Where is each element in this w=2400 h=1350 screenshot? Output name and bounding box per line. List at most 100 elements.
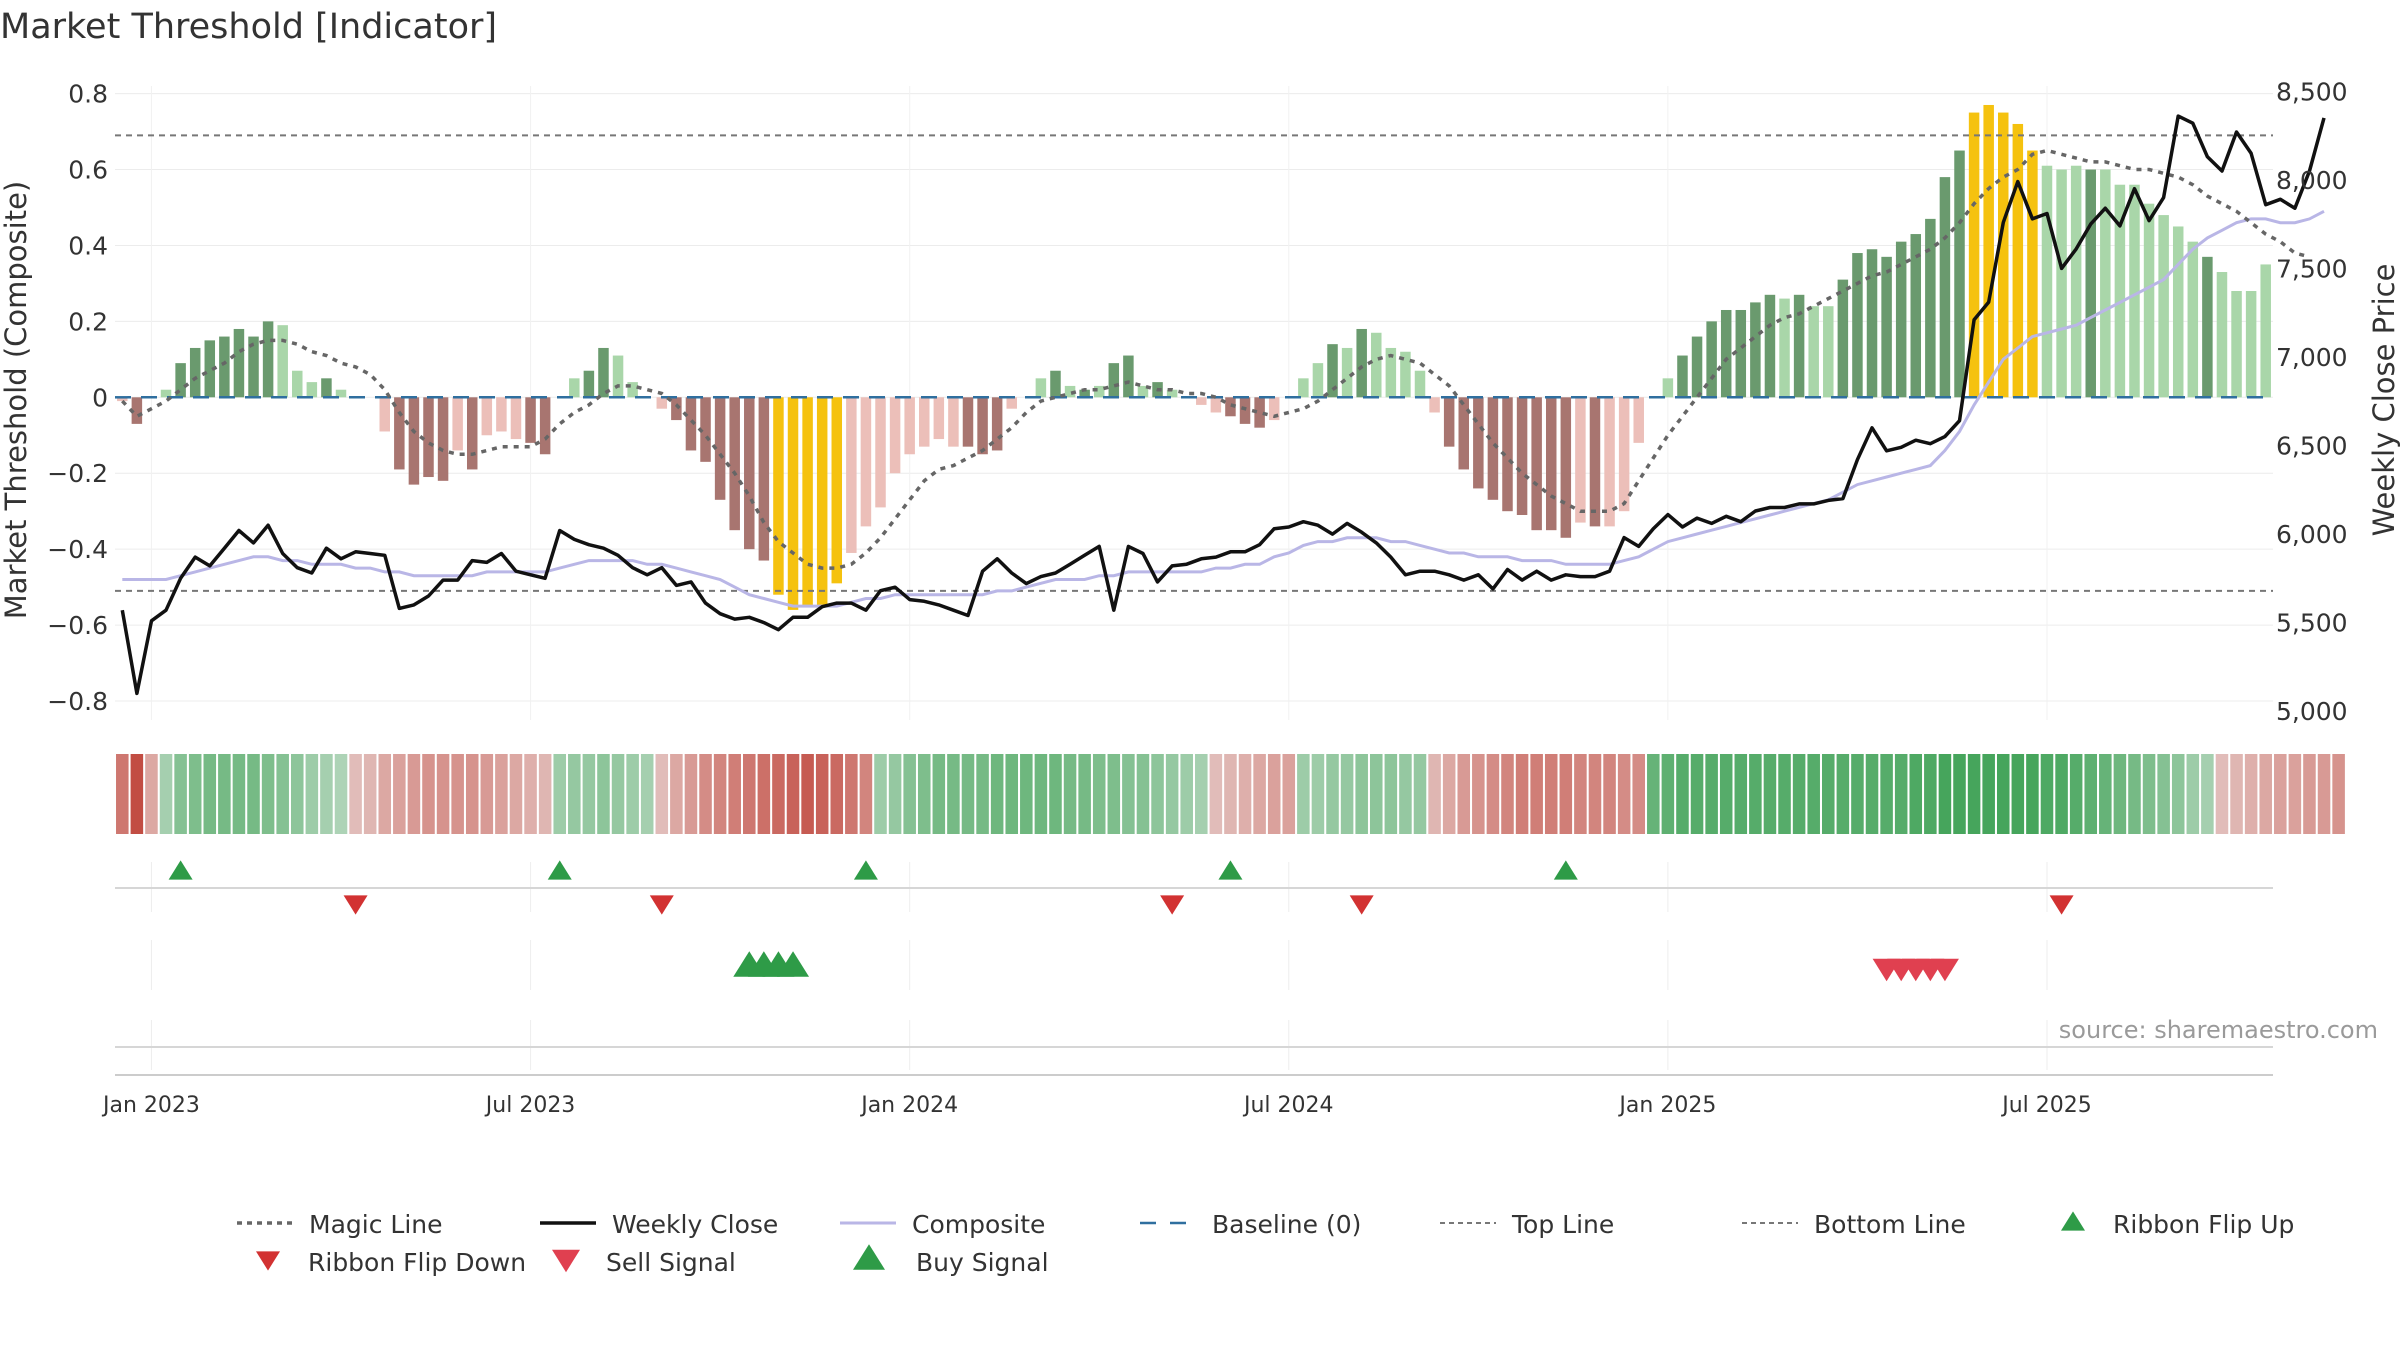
composite-bar bbox=[1371, 332, 1382, 398]
composite-bar bbox=[452, 397, 463, 451]
composite-bar bbox=[1093, 385, 1105, 398]
ribbon-cell bbox=[1792, 754, 1806, 834]
ribbon-cell bbox=[159, 754, 173, 834]
ribbon-cell bbox=[932, 754, 946, 834]
composite-bar bbox=[321, 378, 332, 398]
ribbon-cell bbox=[947, 754, 960, 834]
ribbon-cell bbox=[1311, 754, 1325, 834]
composite-bar bbox=[1400, 351, 1411, 398]
ribbon-cell bbox=[393, 754, 406, 834]
legend-label: Magic Line bbox=[309, 1210, 443, 1239]
right-tick-label: 6,500 bbox=[2276, 432, 2348, 461]
composite-bar bbox=[1166, 389, 1178, 398]
composite-bar bbox=[758, 397, 770, 561]
composite-bar bbox=[2114, 184, 2126, 398]
ribbon-cell bbox=[1297, 754, 1310, 834]
x-tick-label: Jul 2023 bbox=[484, 1093, 576, 1118]
ribbon-cell bbox=[320, 754, 333, 834]
ribbon-cell bbox=[1924, 754, 1937, 834]
left-tick-label: −0.6 bbox=[47, 611, 108, 640]
composite-bar bbox=[2085, 169, 2096, 398]
composite-bar bbox=[1779, 298, 1790, 398]
composite-bar bbox=[2041, 165, 2053, 398]
composite-bar bbox=[977, 397, 988, 455]
ribbon-cell bbox=[465, 754, 479, 834]
composite-bar bbox=[598, 347, 609, 398]
source-note: source: sharemaestro.com bbox=[2059, 1016, 2378, 1044]
ribbon-cell bbox=[961, 754, 975, 834]
ribbon-cell bbox=[232, 754, 246, 834]
magic-line bbox=[121, 148, 2310, 570]
ribbon-cell bbox=[2040, 754, 2054, 834]
legend-label: Weekly Close bbox=[612, 1210, 778, 1239]
composite-bar bbox=[1793, 294, 1805, 398]
ribbon-cell bbox=[1909, 754, 1923, 834]
composite-bar bbox=[1633, 397, 1644, 443]
ribbon-cell bbox=[1807, 754, 1820, 834]
composite-bar bbox=[729, 397, 740, 531]
composite-bar bbox=[1006, 397, 1017, 409]
composite-bar bbox=[2231, 291, 2242, 398]
ribbon-cell bbox=[2332, 754, 2345, 834]
composite-bar bbox=[569, 378, 580, 398]
ribbon-cell bbox=[1209, 754, 1223, 834]
ribbon-flip-up-marker bbox=[168, 860, 193, 880]
composite-bar bbox=[1808, 306, 1819, 398]
composite-bar bbox=[1473, 397, 1484, 489]
composite-bar bbox=[773, 397, 784, 595]
ribbon-cell bbox=[1894, 754, 1908, 834]
composite-bar bbox=[846, 397, 857, 553]
ribbon-cell bbox=[1953, 754, 1966, 834]
legend-label: Ribbon Flip Up bbox=[2113, 1210, 2294, 1239]
right-tick-label: 7,500 bbox=[2276, 254, 2348, 283]
composite-bar bbox=[2012, 123, 2024, 398]
ribbon-cell bbox=[815, 754, 829, 834]
left-tick-label: −0.8 bbox=[47, 687, 108, 716]
x-tick-label: Jul 2025 bbox=[2000, 1093, 2092, 1118]
composite-bar bbox=[1939, 177, 1951, 398]
ribbon-cell bbox=[509, 754, 523, 834]
composite-bar bbox=[189, 347, 201, 398]
composite-bar bbox=[1487, 397, 1499, 500]
ribbon-cell bbox=[728, 754, 741, 834]
x-tick-label: Jul 2024 bbox=[1242, 1093, 1334, 1118]
ribbon-cell bbox=[1413, 754, 1427, 834]
ribbon-cell bbox=[553, 754, 566, 834]
right-tick-label: 8,000 bbox=[2276, 166, 2348, 195]
signal-markers bbox=[168, 860, 2074, 982]
composite-bar bbox=[1866, 249, 1878, 398]
ribbon-cell bbox=[349, 754, 362, 834]
composite-bar bbox=[875, 397, 886, 508]
ribbon-cell bbox=[1122, 754, 1135, 834]
composite-bar bbox=[262, 321, 274, 398]
ribbon-cell bbox=[334, 754, 348, 834]
composite-bar bbox=[2172, 226, 2184, 398]
ribbon-cell bbox=[1151, 754, 1164, 834]
sell-signal-marker bbox=[1930, 958, 1959, 982]
left-tick-label: 0.2 bbox=[68, 307, 108, 336]
composite-bar bbox=[700, 397, 711, 462]
ribbon-cell bbox=[830, 754, 844, 834]
ribbon-flip-down-marker bbox=[2049, 895, 2074, 915]
composite-bar bbox=[1225, 397, 1236, 417]
ribbon-cell bbox=[1501, 754, 1514, 834]
composite-bar bbox=[525, 397, 536, 443]
ribbon-cell bbox=[713, 754, 727, 834]
ribbon-cell bbox=[2055, 754, 2068, 834]
composite-bar bbox=[2245, 291, 2257, 398]
composite-bar bbox=[933, 397, 945, 440]
composite-bar bbox=[612, 355, 624, 398]
ribbon-cell bbox=[640, 754, 654, 834]
composite-bar bbox=[1443, 397, 1455, 447]
legend-item-bottom: Bottom Line bbox=[1742, 1210, 1966, 1239]
composite-bar bbox=[1356, 328, 1367, 398]
legend-swatch bbox=[256, 1251, 280, 1271]
ribbon-flip-down-marker bbox=[1160, 895, 1185, 915]
ribbon-cell bbox=[1530, 754, 1543, 834]
ribbon-cell bbox=[801, 754, 814, 834]
ribbon-cell bbox=[1763, 754, 1777, 834]
buy-signal-marker bbox=[777, 951, 810, 977]
ribbon-cell bbox=[917, 754, 931, 834]
composite-bar bbox=[1035, 378, 1047, 398]
